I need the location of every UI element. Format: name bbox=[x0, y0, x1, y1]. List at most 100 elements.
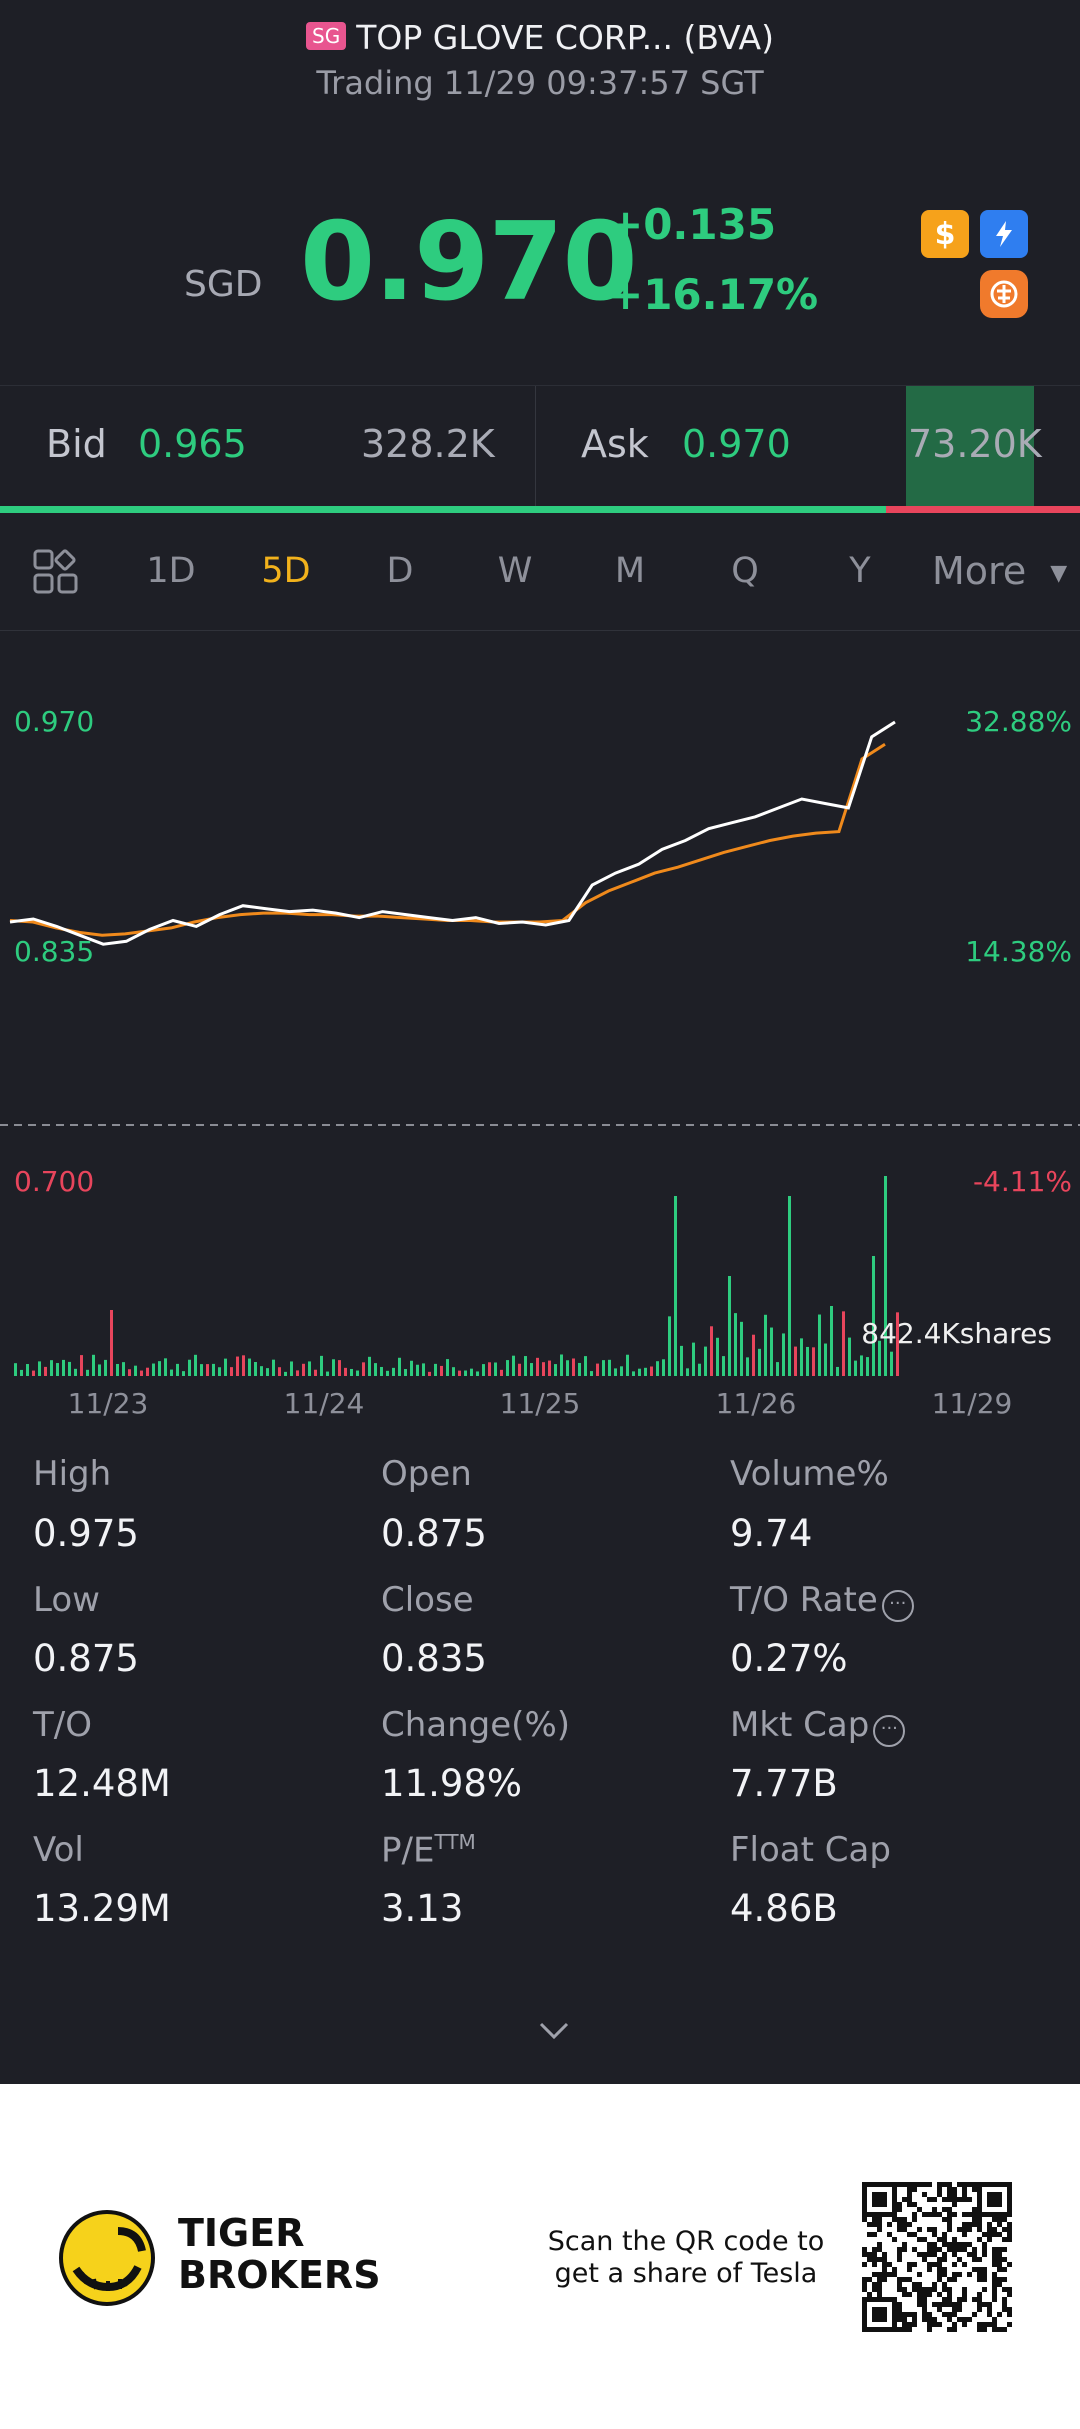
volume-bar bbox=[140, 1370, 143, 1376]
ask-label: Ask bbox=[581, 422, 649, 466]
volume-bar bbox=[452, 1367, 455, 1376]
volume-bar bbox=[524, 1356, 527, 1376]
volume-bar bbox=[116, 1363, 119, 1376]
volume-bar bbox=[356, 1370, 359, 1376]
stat-value-mkt-cap: 7.77B bbox=[730, 1762, 838, 1805]
caret-down-icon: ▼ bbox=[1050, 561, 1068, 586]
dollar-icon[interactable]: $ bbox=[921, 210, 969, 258]
volume-bar bbox=[98, 1364, 101, 1376]
volume-bar bbox=[782, 1333, 785, 1376]
volume-bar bbox=[248, 1358, 251, 1376]
volume-bar bbox=[302, 1363, 305, 1376]
volume-bar bbox=[896, 1312, 899, 1376]
ask-volume-bar bbox=[906, 386, 1034, 508]
volume-bar bbox=[44, 1366, 47, 1376]
pe-label-sup: TTM bbox=[434, 1830, 476, 1854]
stat-value-pe: 3.13 bbox=[381, 1887, 464, 1930]
volume-bar bbox=[578, 1362, 581, 1376]
more-dropdown[interactable]: More ▼ bbox=[932, 549, 1067, 593]
volume-bar bbox=[890, 1351, 893, 1376]
tab-m[interactable]: M bbox=[614, 551, 646, 591]
tab-w[interactable]: W bbox=[497, 551, 533, 591]
volume-bar bbox=[50, 1360, 53, 1376]
volume-bar bbox=[92, 1354, 95, 1376]
volume-bar bbox=[446, 1359, 449, 1376]
volume-bar bbox=[146, 1367, 149, 1376]
more-info-icon[interactable]: ··· bbox=[873, 1715, 906, 1747]
tab-5d[interactable]: 5D bbox=[261, 551, 311, 591]
volume-bar bbox=[584, 1356, 587, 1376]
volume-bar bbox=[380, 1366, 383, 1376]
volume-bar bbox=[836, 1366, 839, 1376]
pct-axis-mid: 14.38% bbox=[965, 935, 1072, 968]
volume-bar bbox=[464, 1370, 467, 1376]
volume-bar bbox=[134, 1365, 137, 1376]
volume-bar bbox=[428, 1371, 431, 1376]
volume-bar bbox=[710, 1326, 713, 1376]
volume-bars bbox=[14, 1176, 899, 1376]
x-tick-1125: 11/25 bbox=[500, 1387, 581, 1420]
expand-chevron-icon[interactable] bbox=[537, 2020, 571, 2046]
volume-bar bbox=[410, 1360, 413, 1376]
volume-bar bbox=[494, 1362, 497, 1376]
volume-bar bbox=[716, 1337, 719, 1376]
volume-bar bbox=[368, 1356, 371, 1376]
volume-bar bbox=[638, 1368, 641, 1376]
volume-bar bbox=[212, 1363, 215, 1376]
volume-bar bbox=[332, 1359, 335, 1376]
volume-bar bbox=[818, 1314, 821, 1376]
volume-bar bbox=[794, 1346, 797, 1376]
more-info-icon[interactable]: ··· bbox=[881, 1590, 914, 1622]
volume-bar bbox=[458, 1370, 461, 1376]
tab-q[interactable]: Q bbox=[731, 551, 759, 591]
volume-bar bbox=[602, 1360, 605, 1376]
average-price-line bbox=[9, 742, 886, 937]
to-rate-label-text: T/O Rate bbox=[730, 1580, 878, 1620]
volume-bar bbox=[254, 1362, 257, 1376]
volume-bar bbox=[590, 1371, 593, 1376]
qr-caption-line-2: get a share of Tesla bbox=[554, 2258, 818, 2289]
tab-d[interactable]: D bbox=[386, 551, 414, 591]
volume-bar bbox=[560, 1354, 563, 1376]
stat-value-to: 12.48M bbox=[33, 1762, 171, 1805]
volume-bar bbox=[278, 1367, 281, 1376]
tab-y[interactable]: Y bbox=[849, 551, 871, 591]
volume-bar bbox=[122, 1362, 125, 1376]
volume-bar bbox=[434, 1363, 437, 1376]
price-axis-mid: 0.835 bbox=[14, 935, 94, 968]
chinese-char-icon[interactable] bbox=[980, 270, 1028, 318]
volume-bar bbox=[854, 1360, 857, 1376]
volume-bar bbox=[734, 1313, 737, 1376]
stock-name: TOP GLOVE CORP... (BVA) bbox=[356, 18, 774, 57]
volume-bar bbox=[542, 1362, 545, 1376]
volume-bar bbox=[392, 1367, 395, 1376]
volume-bar bbox=[176, 1363, 179, 1376]
stat-value-to-rate: 0.27% bbox=[730, 1637, 848, 1680]
stat-label-float-cap: Float Cap bbox=[730, 1830, 891, 1870]
volume-bar bbox=[620, 1366, 623, 1376]
price-axis-high: 0.970 bbox=[14, 705, 94, 738]
volume-bar bbox=[728, 1276, 731, 1376]
layout-grid-icon[interactable] bbox=[33, 549, 79, 599]
intraday-chart[interactable]: 0.970 0.835 0.700 32.88% 14.38% -4.11% 8… bbox=[0, 640, 1080, 1420]
more-label: More bbox=[932, 549, 1027, 593]
volume-bar bbox=[566, 1360, 569, 1376]
volume-bar bbox=[218, 1367, 221, 1376]
volume-bar bbox=[206, 1364, 209, 1376]
volume-bar bbox=[266, 1368, 269, 1376]
volume-bar bbox=[260, 1366, 263, 1376]
stat-value-change-pct: 11.98% bbox=[381, 1762, 523, 1805]
volume-bar bbox=[170, 1369, 173, 1376]
stat-value-close: 0.835 bbox=[381, 1637, 487, 1680]
volume-bar bbox=[230, 1367, 233, 1376]
volume-bar bbox=[470, 1368, 473, 1376]
bid-volume: 328.2K bbox=[361, 422, 495, 466]
volume-bar bbox=[632, 1371, 635, 1376]
volume-bar bbox=[440, 1365, 443, 1376]
currency-label: SGD bbox=[184, 264, 263, 305]
volume-bar bbox=[614, 1368, 617, 1376]
tab-1d[interactable]: 1D bbox=[146, 551, 196, 591]
volume-bar bbox=[182, 1371, 185, 1376]
lightning-icon[interactable] bbox=[980, 210, 1028, 258]
stat-value-vol: 13.29M bbox=[33, 1887, 171, 1930]
